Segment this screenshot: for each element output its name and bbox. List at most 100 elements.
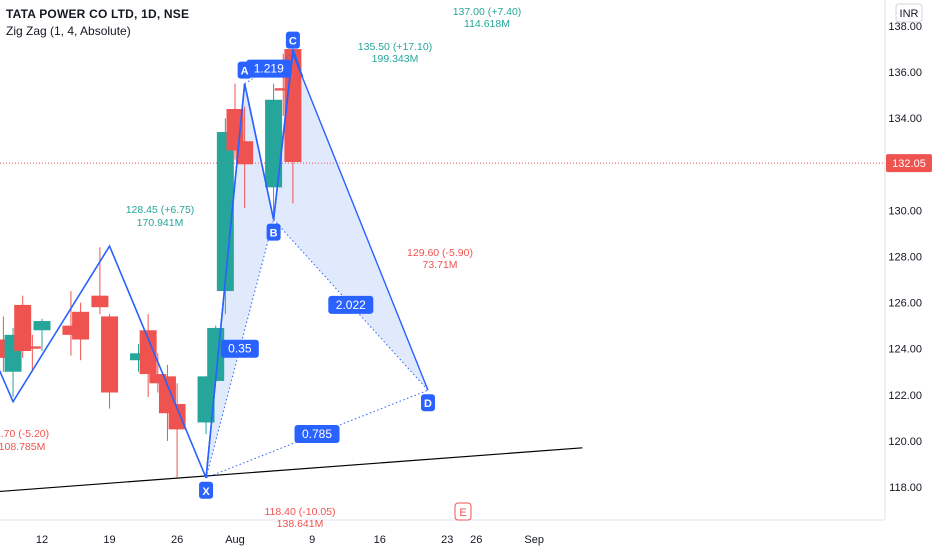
pivot-price-change: 1.70 (-5.20)	[0, 428, 49, 440]
candle-body	[72, 311, 90, 340]
pattern-point-d[interactable]: D	[421, 394, 435, 412]
x-tick-label: 26	[470, 534, 482, 546]
pivot-volume: 114.618M	[464, 18, 510, 30]
x-tick-label: Aug	[225, 534, 245, 546]
pivot-annotation: 128.45 (+6.75)170.941M	[126, 204, 195, 229]
y-tick-label: 122.00	[888, 390, 922, 402]
ratio-label-text: 0.35	[228, 342, 252, 356]
y-tick-label: 138.00	[888, 21, 922, 33]
pattern-leg-bc[interactable]	[272, 53, 294, 220]
currency-label: INR	[900, 8, 919, 20]
candle[interactable]	[62, 291, 80, 356]
pattern-point-x[interactable]: X	[199, 481, 214, 499]
candle-body	[274, 88, 292, 91]
earnings-marker[interactable]: E	[454, 502, 472, 521]
candle[interactable]	[197, 376, 215, 434]
current-price-label: 132.05	[892, 158, 926, 170]
candle[interactable]	[130, 344, 147, 372]
y-tick-label: 134.00	[888, 113, 922, 125]
indicator-legend[interactable]: Zig Zag (1, 4, Absolute)	[6, 24, 131, 38]
pivot-volume: 138.641M	[277, 518, 324, 530]
candle[interactable]	[91, 247, 109, 315]
pattern-point-box	[421, 394, 435, 412]
candle-body	[216, 132, 234, 292]
x-tick-label: 19	[103, 534, 115, 546]
pivot-volume: 73.71M	[422, 259, 457, 271]
ratio-label-ac[interactable]: 1.219	[246, 59, 292, 78]
pattern-point-letter: D	[424, 398, 432, 410]
pattern-leg-xa[interactable]	[205, 83, 246, 478]
pattern-triangle-bcd	[273, 53, 428, 391]
pattern-point-letter: C	[289, 36, 297, 48]
ratio-label-text: 0.785	[302, 427, 332, 441]
candle[interactable]	[14, 295, 32, 358]
candle[interactable]	[101, 314, 119, 409]
pattern-point-b[interactable]: B	[266, 223, 281, 241]
candle-body	[197, 376, 215, 423]
pattern-point-letter: A	[241, 66, 249, 78]
candle-body	[130, 353, 147, 361]
candle-body	[101, 316, 119, 393]
candle[interactable]	[265, 83, 283, 220]
pivot-annotation: 137.00 (+7.40)114.618M	[453, 6, 522, 30]
pattern-point-letter: X	[202, 486, 210, 498]
y-tick-label: 128.00	[888, 252, 922, 264]
x-tick-label: 26	[171, 534, 183, 546]
pattern-leg-cd[interactable]	[292, 53, 429, 391]
candle-body	[14, 304, 32, 352]
pivot-price-change: 135.50 (+17.10)	[358, 41, 432, 53]
pattern-point-box	[237, 61, 252, 79]
currency-badge[interactable]: INR	[895, 3, 923, 23]
candle[interactable]	[149, 353, 167, 393]
x-tick-label: 16	[374, 534, 386, 546]
pivot-annotation: 1.70 (-5.20)108.785M	[0, 428, 49, 453]
pattern-leg-ab[interactable]	[243, 83, 275, 220]
ratio-label-xb[interactable]: 0.35	[220, 339, 259, 358]
x-tick-label: 9	[309, 534, 315, 546]
ratio-label-box	[246, 59, 292, 78]
ratio-label-text: 2.022	[336, 298, 366, 312]
candle[interactable]	[236, 106, 254, 209]
candle-body	[91, 295, 109, 308]
y-tick-label: 124.00	[888, 344, 922, 356]
candle[interactable]	[168, 383, 186, 478]
y-tick-label: 130.00	[888, 205, 922, 217]
x-tick-label: Sep	[524, 534, 544, 546]
candle-body	[139, 330, 157, 375]
pivot-volume: 108.785M	[0, 441, 45, 453]
x-tick-label: 12	[36, 534, 48, 546]
candle[interactable]	[72, 302, 90, 361]
pattern-point-a[interactable]: A	[237, 61, 252, 79]
current-price-tag: 132.05	[886, 154, 932, 173]
candle-body	[236, 141, 254, 165]
y-tick-label: 136.00	[888, 67, 922, 79]
ratio-label-box	[294, 424, 340, 443]
pattern-point-box	[285, 31, 300, 49]
pivot-annotation: 129.60 (-5.90)73.71M	[407, 247, 473, 271]
trendline[interactable]	[0, 447, 583, 496]
candle-body	[149, 374, 167, 384]
candle-body	[168, 404, 186, 430]
candle-body	[62, 325, 80, 335]
candle[interactable]	[139, 314, 157, 398]
pivot-annotation: 118.40 (-10.05)138.641M	[264, 506, 335, 530]
pivot-price-change: 128.45 (+6.75)	[126, 204, 195, 216]
pattern-point-box	[199, 481, 214, 499]
candle-body	[23, 346, 41, 349]
pivot-volume: 170.941M	[137, 217, 184, 229]
ratio-label-xd[interactable]: 0.785	[294, 424, 340, 443]
ratio-label-bd[interactable]: 2.022	[328, 295, 374, 314]
pivot-annotation: 135.50 (+17.10)199.343M	[358, 41, 432, 65]
y-tick-label: 126.00	[888, 298, 922, 310]
ratio-label-box	[220, 339, 259, 358]
candle[interactable]	[23, 334, 41, 372]
chart-title: TATA POWER CO LTD, 1D, NSE	[6, 7, 190, 21]
x-tick-label: 23	[441, 534, 453, 546]
candle[interactable]	[33, 318, 51, 352]
ratio-label-text: 1.219	[254, 62, 284, 76]
pivot-price-change: 137.00 (+7.40)	[453, 6, 522, 18]
pattern-point-c[interactable]: C	[285, 31, 300, 49]
pivot-price-change: 129.60 (-5.90)	[407, 247, 473, 259]
pivot-price-change: 118.40 (-10.05)	[264, 506, 335, 518]
